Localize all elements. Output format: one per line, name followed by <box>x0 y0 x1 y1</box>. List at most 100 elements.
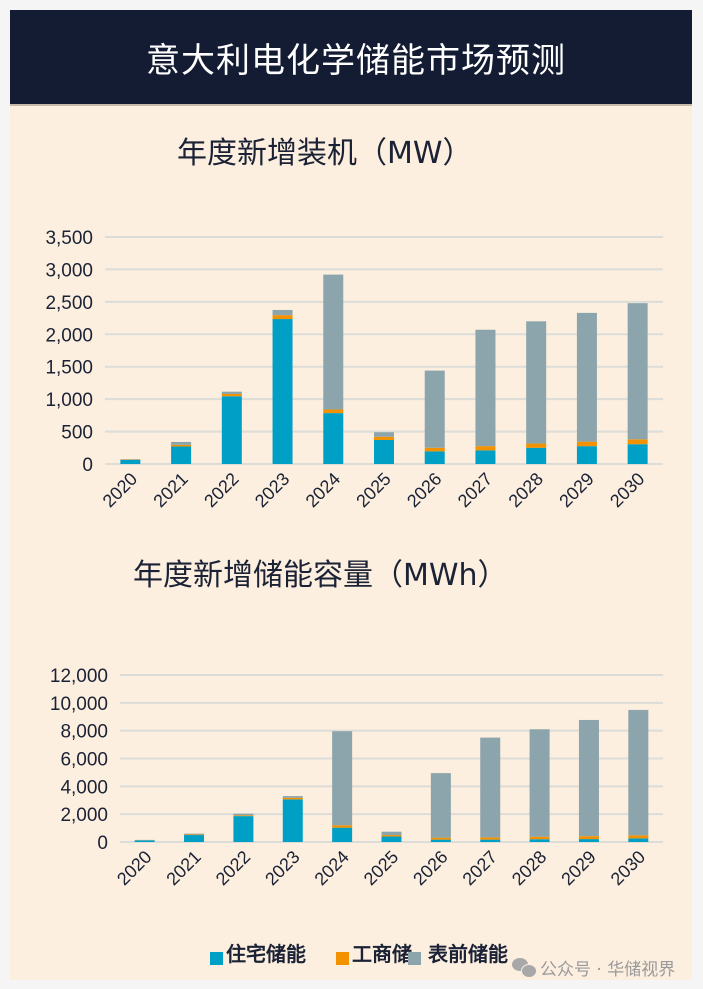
y-tick-label: 2,500 <box>45 293 93 314</box>
bar-ci-2022 <box>233 815 254 817</box>
bar-residential-2020 <box>134 840 155 842</box>
header-bar: 意大利电化学储能市场预测 <box>10 10 692 106</box>
bar-ftm-2029 <box>578 719 599 837</box>
x-tick-label: 2026 <box>409 847 451 889</box>
bar-ci-2027 <box>480 837 501 840</box>
bar-ci-2028 <box>526 443 547 448</box>
bar-residential-2021 <box>184 835 205 842</box>
bar-ci-2025 <box>381 835 402 837</box>
bar-residential-2025 <box>381 836 402 842</box>
bar-residential-2029 <box>576 446 597 464</box>
bar-ci-2021 <box>171 444 192 447</box>
bar-ci-2021 <box>184 834 205 836</box>
bar-ci-2030 <box>627 439 648 445</box>
bar-ci-2024 <box>332 825 353 828</box>
x-tick-label: 2025 <box>360 847 402 889</box>
bar-ftm-2022 <box>221 391 242 394</box>
x-tick-label: 2020 <box>113 847 155 889</box>
bar-residential-2024 <box>323 413 344 464</box>
bar-residential-2022 <box>221 396 242 464</box>
bar-residential-2025 <box>374 440 394 464</box>
bar-ftm-2021 <box>171 441 192 445</box>
legend-item-residential: 住宅储能 <box>210 938 306 967</box>
bar-ci-2025 <box>374 436 394 441</box>
y-tick-label: 8,000 <box>60 722 108 743</box>
bar-residential-2026 <box>430 839 451 842</box>
bar-ftm-2023 <box>282 796 303 798</box>
chart-title-power: 年度新增装机（MW） <box>177 136 473 171</box>
bar-ftm-2028 <box>526 321 547 444</box>
bar-residential-2020 <box>120 459 141 464</box>
bar-ftm-2025 <box>381 831 402 836</box>
chart-legend: 住宅储能 工商储 表前储能 <box>210 938 508 967</box>
bar-ftm-2022 <box>233 813 254 816</box>
bar-residential-2022 <box>233 816 254 842</box>
y-tick-label: 4,000 <box>60 777 108 798</box>
chart-title-capacity: 年度新增储能容量（MWh） <box>133 558 508 593</box>
bar-ftm-2021 <box>184 833 205 835</box>
bar-ci-2026 <box>430 837 451 840</box>
bar-ftm-2029 <box>576 312 597 442</box>
bar-ftm-2026 <box>430 773 451 838</box>
bar-ftm-2030 <box>627 303 648 440</box>
y-tick-label: 0 <box>82 455 93 476</box>
y-tick-label: 1,000 <box>45 390 93 411</box>
bar-ci-2028 <box>529 836 550 840</box>
legend-label-residential: 住宅储能 <box>226 942 306 966</box>
bar-ci-2023 <box>272 315 293 320</box>
bar-ftm-2026 <box>424 370 445 448</box>
bar-ci-2022 <box>221 393 242 397</box>
x-tick-label: 2022 <box>212 847 254 889</box>
bar-ftm-2030 <box>628 709 649 836</box>
y-tick-label: 10,000 <box>50 694 108 715</box>
bar-ci-2029 <box>578 836 599 840</box>
bar-residential-2028 <box>529 839 550 842</box>
y-tick-label: 500 <box>61 423 93 444</box>
y-tick-label: 3,500 <box>45 228 93 249</box>
bar-residential-2023 <box>282 799 303 842</box>
bar-ci-2030 <box>628 835 649 839</box>
bar-ftm-2023 <box>272 309 293 316</box>
y-tick-label: 0 <box>97 833 108 854</box>
x-tick-label: 2023 <box>261 847 303 889</box>
legend-swatch-ftm <box>408 952 421 965</box>
x-tick-label: 2024 <box>311 847 353 889</box>
bar-ci-2029 <box>576 441 597 447</box>
legend-label-ftm: 表前储能 <box>428 942 508 966</box>
y-tick-label: 12,000 <box>50 666 108 687</box>
bar-ci-2027 <box>475 446 496 451</box>
bar-residential-2030 <box>627 444 648 464</box>
bar-residential-2030 <box>628 838 649 842</box>
bar-residential-2021 <box>171 446 192 464</box>
bar-ftm-2025 <box>374 432 394 437</box>
bar-residential-2027 <box>475 450 496 464</box>
bar-residential-2023 <box>272 319 293 464</box>
y-tick-label: 2,000 <box>60 805 108 826</box>
y-tick-label: 1,500 <box>45 358 93 379</box>
x-tick-label: 2028 <box>508 847 550 889</box>
legend-swatch-residential <box>210 952 223 965</box>
bar-residential-2028 <box>526 447 547 464</box>
x-tick-label: 2021 <box>162 847 204 889</box>
x-tick-label: 2029 <box>557 847 599 889</box>
y-tick-label: 3,000 <box>45 260 93 281</box>
bar-ftm-2024 <box>332 731 353 826</box>
page-title: 意大利电化学储能市场预测 <box>146 40 566 81</box>
bar-ci-2024 <box>323 409 344 414</box>
legend-item-ci: 工商储 <box>336 938 412 967</box>
watermark: 公众号 · 华储视界 <box>512 955 675 980</box>
bar-residential-2026 <box>424 451 445 464</box>
y-tick-label: 6,000 <box>60 750 108 771</box>
infographic-card: 意大利电化学储能市场预测 年度新增装机（MW） 年度新增储能容量（MWh） 0 5… <box>10 10 692 980</box>
legend-label-ci: 工商储 <box>352 942 412 966</box>
bar-residential-2024 <box>332 827 353 842</box>
x-tick-label: 2030 <box>607 847 649 889</box>
wechat-icon <box>512 957 537 978</box>
legend-swatch-ci <box>336 952 349 965</box>
bar-ftm-2024 <box>323 274 344 410</box>
bar-ci-2026 <box>424 447 445 452</box>
bar-residential-2029 <box>578 839 599 842</box>
legend-item-ftm: 表前储能 <box>408 938 508 967</box>
bar-ftm-2027 <box>475 329 496 447</box>
